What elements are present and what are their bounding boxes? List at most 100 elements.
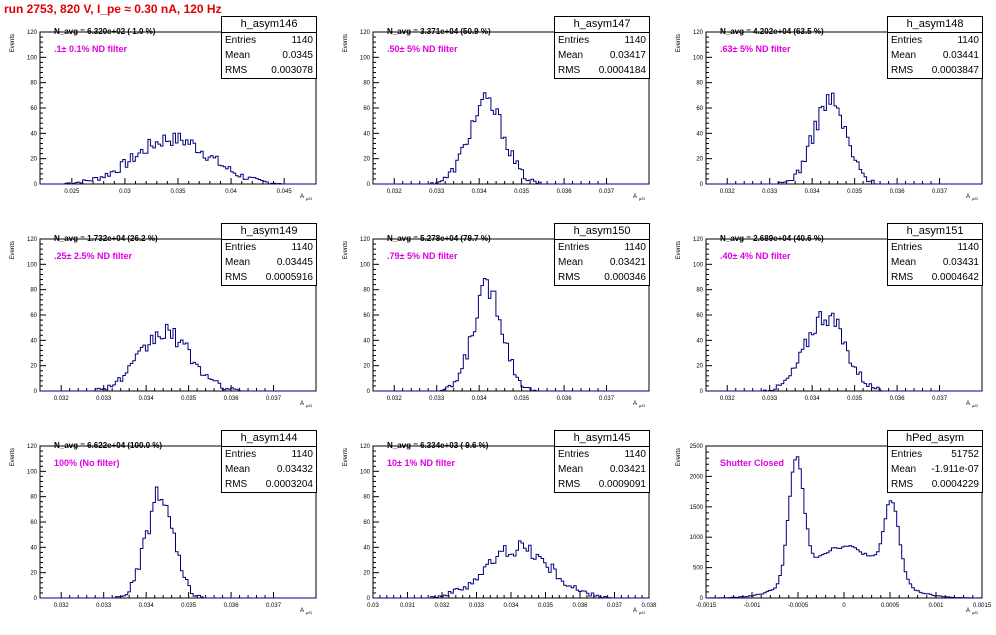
x-tick-label: 0.035 [538, 603, 554, 609]
x-tick-label: 0.032 [387, 189, 403, 195]
x-axis-title: A [633, 194, 637, 200]
y-tick-label: 120 [27, 30, 38, 36]
histogram-pad: 0 20 40 60 80 100 120 0.032 0.033 0.034 0.035 0.036… [666, 14, 996, 221]
stats-row: Mean 0.03432 [222, 462, 316, 477]
x-tick-label: -0.0005 [788, 603, 809, 609]
x-tick-label: 0.033 [762, 396, 778, 402]
stats-row: Entries 1140 [222, 33, 316, 48]
y-tick-label: 120 [360, 444, 371, 450]
y-axis-title: Events [10, 34, 16, 52]
x-tick-label: -0.0015 [696, 603, 717, 609]
stats-row: Entries 51752 [888, 447, 982, 462]
x-tick-label: 0.037 [932, 189, 948, 195]
stats-value: 0.003078 [271, 65, 313, 76]
y-axis-title: Events [676, 241, 682, 259]
histogram-name: h_asym151 [888, 224, 982, 240]
histogram-line [706, 456, 982, 599]
x-axis-title: A [300, 194, 304, 200]
stats-value: 0.0004229 [931, 479, 979, 490]
y-tick-label: 100 [360, 469, 371, 475]
filter-label: .40± 4% ND filter [720, 251, 791, 261]
n-avg-label: N_avg = 5.278e+04 (79.7 %) [387, 234, 491, 243]
histogram-plot: 0 20 40 60 80 100 120 0.032 0.033 0.034 0.035 0.036… [676, 237, 983, 408]
stats-row: Mean 0.03421 [555, 462, 649, 477]
stats-value: 0.03417 [609, 50, 646, 61]
x-tick-label: 0.033 [429, 189, 445, 195]
y-tick-label: 500 [693, 566, 704, 572]
x-tick-label: 0.037 [599, 189, 615, 195]
stats-label: Entries [891, 449, 923, 460]
x-tick-label: 0.034 [503, 603, 519, 609]
x-tick-label: 0.033 [762, 189, 778, 195]
y-tick-label: 60 [363, 520, 370, 526]
y-tick-label: 60 [30, 313, 37, 319]
stats-label: Mean [225, 50, 251, 61]
stats-label: RMS [558, 479, 581, 490]
stats-label: Mean [558, 464, 584, 475]
histogram-line [373, 278, 649, 392]
stats-box: h_asym146 Entries 1140 Mean 0.0345 RMS 0.00307… [221, 16, 317, 79]
stats-value: 0.0004184 [598, 65, 646, 76]
x-tick-label: 0.033 [96, 396, 112, 402]
x-tick-label: 0.033 [429, 396, 445, 402]
stats-label: Entries [891, 35, 923, 46]
histogram-pad: 0 20 40 60 80 100 120 0.025 0.03 0.035 0.04 0.045 Ev… [0, 14, 330, 221]
y-tick-label: 80 [30, 81, 37, 87]
y-tick-label: 60 [363, 106, 370, 112]
histogram-pad: 0 20 40 60 80 100 120 0.032 0.033 0.034 0.035 0.036… [666, 221, 996, 428]
stats-label: Entries [891, 242, 923, 253]
y-tick-label: 1000 [690, 535, 704, 541]
stats-value: 0.000346 [604, 272, 646, 283]
histogram-name: h_asym150 [555, 224, 649, 240]
x-axis-title: A [300, 401, 304, 407]
x-tick-label: 0.034 [472, 189, 488, 195]
y-tick-label: 0 [700, 596, 704, 602]
y-tick-label: 0 [700, 389, 704, 395]
stats-row: RMS 0.0003847 [888, 63, 982, 78]
stats-value: 1140 [624, 449, 646, 460]
y-tick-label: 80 [363, 495, 370, 501]
histogram-name: h_asym145 [555, 431, 649, 447]
y-tick-label: 0 [34, 182, 38, 188]
y-tick-label: 40 [696, 338, 703, 344]
y-axis-title: Events [343, 34, 349, 52]
y-tick-label: 0 [700, 182, 704, 188]
x-axis-title: A [966, 401, 970, 407]
x-tick-label: 0.037 [266, 396, 282, 402]
stats-row: Entries 1140 [555, 33, 649, 48]
stats-label: Mean [891, 257, 917, 268]
x-tick-label: 0 [842, 603, 846, 609]
y-tick-label: 20 [696, 157, 703, 163]
y-tick-label: 40 [696, 131, 703, 137]
histogram-pad: 0 500 1000 1500 2000 2500 -0.0015 -0.001 -0.0005… [666, 428, 996, 635]
histogram-line [373, 540, 649, 599]
stats-value: 1140 [624, 35, 646, 46]
stats-box: h_asym150 Entries 1140 Mean 0.03421 RMS 0.0003… [554, 223, 650, 286]
histogram-plot: 0 500 1000 1500 2000 2500 -0.0015 -0.001 -0.0005… [676, 444, 992, 615]
x-tick-label: 0.035 [181, 396, 197, 402]
stats-label: RMS [891, 65, 914, 76]
y-tick-label: 100 [360, 262, 371, 268]
y-tick-label: 20 [363, 364, 370, 370]
x-tick-label: 0.033 [469, 603, 485, 609]
x-axis-title: A [966, 194, 970, 200]
stats-row: Mean 0.03421 [555, 255, 649, 270]
x-tick-label: 0.032 [720, 396, 736, 402]
filter-label: .63± 5% ND filter [720, 44, 791, 54]
y-tick-label: 100 [693, 262, 704, 268]
x-axis-subscript: μ/D [306, 196, 312, 201]
stats-row: Entries 1140 [222, 240, 316, 255]
stats-label: RMS [891, 272, 914, 283]
x-tick-label: 0.033 [96, 603, 112, 609]
stats-label: RMS [225, 65, 248, 76]
histogram-name: h_asym149 [222, 224, 316, 240]
x-tick-label: 0.031 [400, 603, 416, 609]
y-tick-label: 0 [34, 596, 38, 602]
n-avg-label: N_avg = 6.334e+03 ( 9.6 %) [387, 441, 489, 450]
y-tick-label: 40 [30, 131, 37, 137]
histogram-plot: 0 20 40 60 80 100 120 0.03 0.031 0.032 0.033 0.034 0… [343, 444, 657, 615]
y-tick-label: 100 [27, 469, 38, 475]
stats-label: RMS [891, 479, 914, 490]
histogram-plot: 0 20 40 60 80 100 120 0.032 0.033 0.034 0.035 0.036… [343, 237, 650, 408]
stats-label: Mean [225, 464, 251, 475]
